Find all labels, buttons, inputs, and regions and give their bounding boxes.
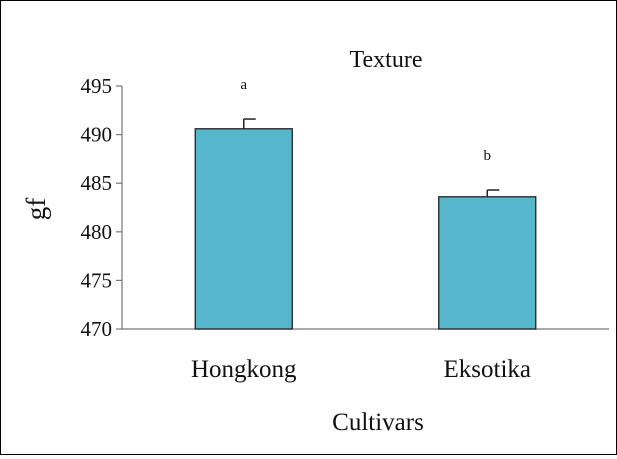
- y-axis-label: gf: [21, 198, 51, 221]
- axes: 470 475 480 485 490 495: [81, 74, 609, 341]
- bar-eksotika: [438, 196, 537, 330]
- y-tick-label: 490: [81, 123, 113, 147]
- y-tick-label: 480: [81, 220, 113, 244]
- chart-title: Texture: [350, 47, 423, 73]
- significance-label: b: [484, 148, 492, 164]
- y-tick-label: 485: [81, 171, 113, 195]
- y-tick-label: 475: [81, 268, 113, 292]
- x-tick-label: Eksotika: [444, 356, 532, 383]
- bar-hongkong: [194, 128, 293, 330]
- y-tick-label: 470: [81, 317, 113, 341]
- x-axis-label: Cultivars: [332, 409, 424, 436]
- bars: a Hongkong b Eksotika: [191, 77, 537, 383]
- x-tick-label: Hongkong: [191, 356, 297, 383]
- y-tick-label: 495: [81, 74, 113, 98]
- significance-label: a: [240, 77, 247, 93]
